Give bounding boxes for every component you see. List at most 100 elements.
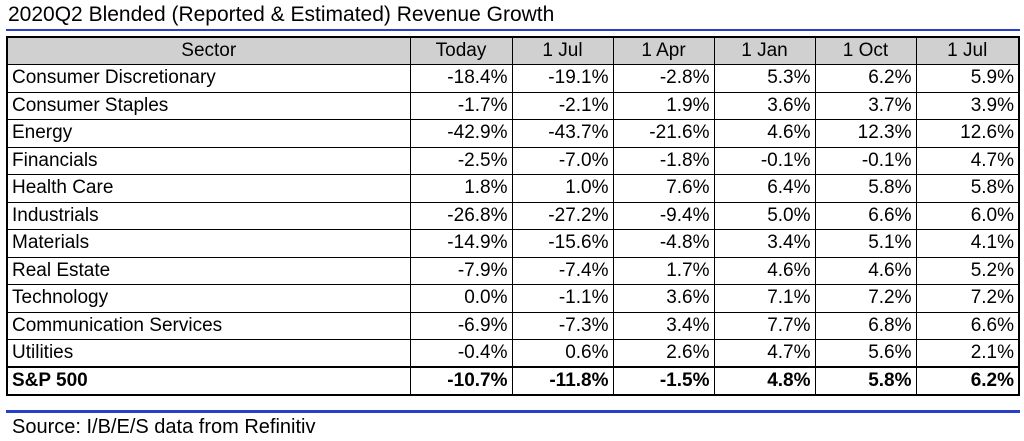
column-header: 1 Jul xyxy=(511,36,614,65)
sector-cell: Consumer Discretionary xyxy=(6,64,411,93)
value-cell: -7.9% xyxy=(409,256,513,285)
value-cell: -1.8% xyxy=(612,146,715,175)
value-cell: 4.1% xyxy=(915,229,1020,258)
title-rule xyxy=(6,29,1020,31)
value-cell: 12.3% xyxy=(814,119,917,148)
value-cell: -7.3% xyxy=(511,311,614,340)
sector-cell: Consumer Staples xyxy=(6,91,411,120)
table-row: Consumer Discretionary -18.4% -19.1% -2.8% 5… xyxy=(6,64,1020,93)
value-cell: -10.7% xyxy=(409,366,513,395)
value-cell: -9.4% xyxy=(612,201,715,230)
table-row: Health Care 1.8% 1.0% 7.6% 6.4% 5.8% 5.8% xyxy=(6,174,1020,203)
value-cell: -27.2% xyxy=(511,201,614,230)
value-cell: 7.7% xyxy=(713,311,816,340)
value-cell: -21.6% xyxy=(612,119,715,148)
value-cell: -1.5% xyxy=(612,366,715,395)
value-cell: -2.1% xyxy=(511,91,614,120)
value-cell: 7.1% xyxy=(713,284,816,313)
value-cell: 5.8% xyxy=(814,366,917,395)
table-row: Industrials -26.8% -27.2% -9.4% 5.0% 6.6% 6.0% xyxy=(6,201,1020,230)
sector-cell: Financials xyxy=(6,146,411,175)
table-row: Materials -14.9% -15.6% -4.8% 3.4% 5.1% 4.1% xyxy=(6,229,1020,258)
sector-cell: Health Care xyxy=(6,174,411,203)
value-cell: 3.9% xyxy=(915,91,1020,120)
table-row: Utilities -0.4% 0.6% 2.6% 4.7% 5.6% 2.1% xyxy=(6,339,1020,368)
value-cell: 5.0% xyxy=(713,201,816,230)
value-cell: 5.8% xyxy=(915,174,1020,203)
value-cell: 5.8% xyxy=(814,174,917,203)
sector-cell: Materials xyxy=(6,229,411,258)
value-cell: 6.6% xyxy=(814,201,917,230)
value-cell: -18.4% xyxy=(409,64,513,93)
value-cell: 6.2% xyxy=(915,366,1020,395)
value-cell: 2.1% xyxy=(915,339,1020,368)
value-cell: 0.0% xyxy=(409,284,513,313)
revenue-growth-table: Sector Today 1 Jul 1 Apr 1 Jan 1 Oct 1 J… xyxy=(6,36,1020,396)
value-cell: 6.6% xyxy=(915,311,1020,340)
value-cell: 3.7% xyxy=(814,91,917,120)
value-cell: -7.0% xyxy=(511,146,614,175)
value-cell: 4.7% xyxy=(915,146,1020,175)
value-cell: 5.3% xyxy=(713,64,816,93)
value-cell: -14.9% xyxy=(409,229,513,258)
value-cell: 3.6% xyxy=(713,91,816,120)
value-cell: 3.4% xyxy=(612,311,715,340)
footer-rule xyxy=(6,410,1020,413)
value-cell: 5.2% xyxy=(915,256,1020,285)
value-cell: -0.1% xyxy=(713,146,816,175)
value-cell: -19.1% xyxy=(511,64,614,93)
value-cell: 5.1% xyxy=(814,229,917,258)
table-row: Real Estate -7.9% -7.4% 1.7% 4.6% 4.6% 5.2% xyxy=(6,256,1020,285)
sector-cell: Technology xyxy=(6,284,411,313)
source-note: Source: I/B/E/S data from Refinitiv xyxy=(12,416,316,438)
column-header: 1 Jan xyxy=(713,36,816,65)
sector-cell: Industrials xyxy=(6,201,411,230)
value-cell: 6.8% xyxy=(814,311,917,340)
value-cell: -4.8% xyxy=(612,229,715,258)
total-row: S&P 500 -10.7% -11.8% -1.5% 4.8% 5.8% 6.2% xyxy=(6,366,1020,395)
value-cell: 4.6% xyxy=(713,119,816,148)
table-row: Technology 0.0% -1.1% 3.6% 7.1% 7.2% 7.2% xyxy=(6,284,1020,313)
table-row: Communication Services -6.9% -7.3% 3.4% 7.7%… xyxy=(6,311,1020,340)
value-cell: -2.5% xyxy=(409,146,513,175)
value-cell: 1.0% xyxy=(511,174,614,203)
value-cell: -0.1% xyxy=(814,146,917,175)
value-cell: -26.8% xyxy=(409,201,513,230)
value-cell: 6.4% xyxy=(713,174,816,203)
sector-cell: Communication Services xyxy=(6,311,411,340)
column-header: 1 Apr xyxy=(612,36,715,65)
table-row: Consumer Staples -1.7% -2.1% 1.9% 3.6% 3.7% 3.… xyxy=(6,91,1020,120)
table-title: 2020Q2 Blended (Reported & Estimated) Re… xyxy=(8,3,555,26)
sector-cell: Real Estate xyxy=(6,256,411,285)
value-cell: 7.2% xyxy=(915,284,1020,313)
value-cell: 12.6% xyxy=(915,119,1020,148)
value-cell: 5.9% xyxy=(915,64,1020,93)
column-header: Sector xyxy=(6,36,411,65)
value-cell: 3.6% xyxy=(612,284,715,313)
table-row: Financials -2.5% -7.0% -1.8% -0.1% -0.1% 4.7% xyxy=(6,146,1020,175)
sector-cell: S&P 500 xyxy=(6,366,411,395)
value-cell: 4.7% xyxy=(713,339,816,368)
column-header: Today xyxy=(409,36,513,65)
value-cell: 4.6% xyxy=(814,256,917,285)
value-cell: -42.9% xyxy=(409,119,513,148)
value-cell: -0.4% xyxy=(409,339,513,368)
value-cell: -1.1% xyxy=(511,284,614,313)
sector-cell: Utilities xyxy=(6,339,411,368)
value-cell: 2.6% xyxy=(612,339,715,368)
header-row: Sector Today 1 Jul 1 Apr 1 Jan 1 Oct 1 J… xyxy=(6,36,1020,65)
value-cell: -43.7% xyxy=(511,119,614,148)
value-cell: 3.4% xyxy=(713,229,816,258)
value-cell: -2.8% xyxy=(612,64,715,93)
value-cell: 1.8% xyxy=(409,174,513,203)
value-cell: -11.8% xyxy=(511,366,614,395)
value-cell: 1.7% xyxy=(612,256,715,285)
column-header: 1 Jul xyxy=(915,36,1020,65)
value-cell: -1.7% xyxy=(409,91,513,120)
value-cell: -6.9% xyxy=(409,311,513,340)
value-cell: 1.9% xyxy=(612,91,715,120)
value-cell: 6.0% xyxy=(915,201,1020,230)
value-cell: 7.6% xyxy=(612,174,715,203)
value-cell: -7.4% xyxy=(511,256,614,285)
value-cell: -15.6% xyxy=(511,229,614,258)
